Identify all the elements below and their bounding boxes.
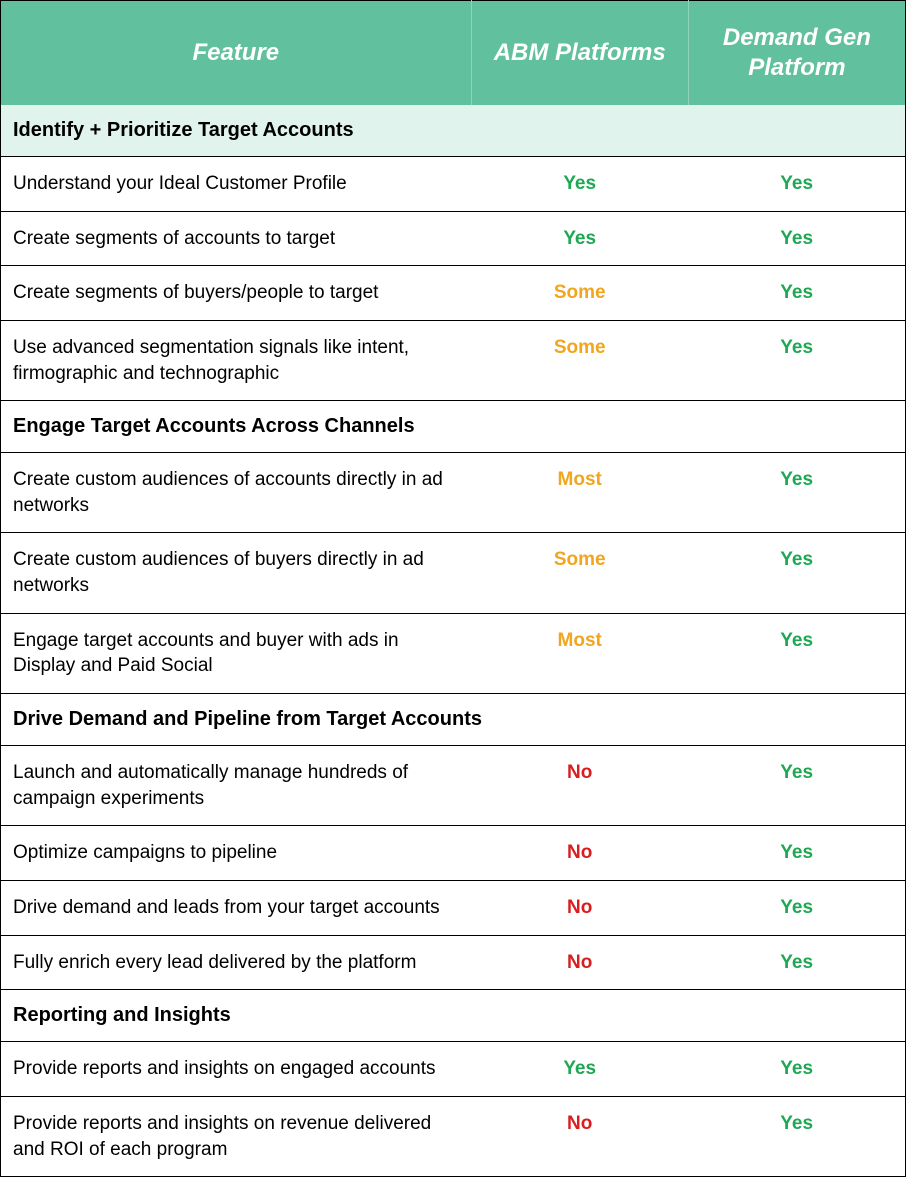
feature-cell: Drive demand and leads from your target … [1,880,472,935]
demandgen-cell: Yes [688,935,905,990]
abm-cell: Some [471,533,688,613]
demandgen-cell: Yes [688,746,905,826]
feature-cell: Launch and automatically manage hundreds… [1,746,472,826]
demandgen-cell: Yes [688,157,905,212]
feature-cell: Fully enrich every lead delivered by the… [1,935,472,990]
comparison-table: Feature ABM Platforms Demand Gen Platfor… [0,0,906,1177]
demandgen-cell: Yes [688,1096,905,1176]
table-row: Create segments of accounts to targetYes… [1,211,906,266]
demandgen-cell: Yes [688,880,905,935]
header-demandgen: Demand Gen Platform [688,1,905,106]
abm-cell: Yes [471,157,688,212]
abm-cell: Some [471,266,688,321]
header-abm: ABM Platforms [471,1,688,106]
abm-cell: Yes [471,211,688,266]
table-body: Identify + Prioritize Target AccountsUnd… [1,105,906,1177]
table-row: Launch and automatically manage hundreds… [1,746,906,826]
feature-cell: Engage target accounts and buyer with ad… [1,613,472,693]
section-header: Engage Target Accounts Across Channels [1,401,906,453]
table-row: Drive demand and leads from your target … [1,880,906,935]
demandgen-cell: Yes [688,266,905,321]
section-header: Reporting and Insights [1,990,906,1042]
table-header-row: Feature ABM Platforms Demand Gen Platfor… [1,1,906,106]
table-row: Create custom audiences of accounts dire… [1,453,906,533]
abm-cell: Yes [471,1042,688,1097]
section-title: Engage Target Accounts Across Channels [1,401,906,453]
demandgen-cell: Yes [688,613,905,693]
table-row: Use advanced segmentation signals like i… [1,320,906,400]
feature-cell: Use advanced segmentation signals like i… [1,320,472,400]
section-header: Drive Demand and Pipeline from Target Ac… [1,694,906,746]
table-row: Fully enrich every lead delivered by the… [1,935,906,990]
header-feature: Feature [1,1,472,106]
table-row: Provide reports and insights on engaged … [1,1042,906,1097]
table-row: Provide reports and insights on revenue … [1,1096,906,1176]
section-title: Identify + Prioritize Target Accounts [1,105,906,157]
feature-cell: Create segments of accounts to target [1,211,472,266]
demandgen-cell: Yes [688,1042,905,1097]
feature-cell: Create custom audiences of buyers direct… [1,533,472,613]
feature-cell: Create segments of buyers/people to targ… [1,266,472,321]
section-title: Reporting and Insights [1,990,906,1042]
demandgen-cell: Yes [688,211,905,266]
feature-cell: Provide reports and insights on revenue … [1,1096,472,1176]
feature-cell: Provide reports and insights on engaged … [1,1042,472,1097]
feature-cell: Optimize campaigns to pipeline [1,826,472,881]
feature-cell: Create custom audiences of accounts dire… [1,453,472,533]
abm-cell: No [471,935,688,990]
table-row: Optimize campaigns to pipelineNoYes [1,826,906,881]
demandgen-cell: Yes [688,320,905,400]
section-header: Identify + Prioritize Target Accounts [1,105,906,157]
abm-cell: No [471,826,688,881]
table-row: Create custom audiences of buyers direct… [1,533,906,613]
abm-cell: Some [471,320,688,400]
table-row: Engage target accounts and buyer with ad… [1,613,906,693]
abm-cell: No [471,880,688,935]
table-row: Create segments of buyers/people to targ… [1,266,906,321]
demandgen-cell: Yes [688,826,905,881]
section-title: Drive Demand and Pipeline from Target Ac… [1,694,906,746]
abm-cell: Most [471,613,688,693]
demandgen-cell: Yes [688,453,905,533]
abm-cell: No [471,746,688,826]
feature-cell: Understand your Ideal Customer Profile [1,157,472,212]
abm-cell: Most [471,453,688,533]
demandgen-cell: Yes [688,533,905,613]
table-row: Understand your Ideal Customer ProfileYe… [1,157,906,212]
abm-cell: No [471,1096,688,1176]
